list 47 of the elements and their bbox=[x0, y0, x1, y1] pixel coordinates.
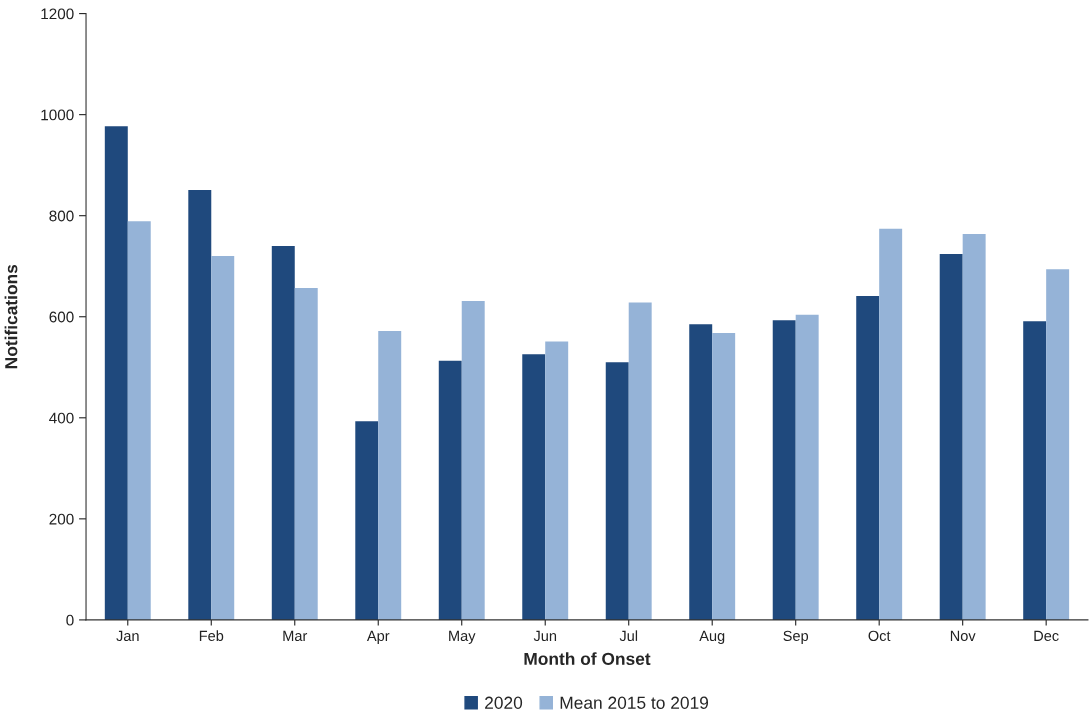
x-tick-label: Jun bbox=[533, 630, 557, 642]
legend-label: Mean 2015 to 2019 bbox=[560, 696, 709, 709]
bar bbox=[438, 360, 462, 620]
bar bbox=[271, 246, 295, 620]
x-tick-label: Jan bbox=[116, 630, 139, 642]
y-tick-label: 1000 bbox=[41, 109, 74, 121]
x-axis-title: Month of Onset bbox=[524, 652, 651, 665]
bar bbox=[879, 228, 903, 620]
bar bbox=[522, 354, 546, 620]
y-tick-label: 600 bbox=[49, 311, 74, 323]
bar bbox=[939, 254, 963, 620]
bar bbox=[211, 256, 235, 620]
bar bbox=[962, 233, 986, 620]
x-tick-label: Apr bbox=[366, 630, 390, 644]
x-tick-label: Dec bbox=[1034, 630, 1059, 642]
x-tick-label: Feb bbox=[199, 630, 224, 642]
bar bbox=[104, 126, 128, 620]
x-tick-label: Aug bbox=[699, 630, 725, 644]
y-axis-title: Notifications bbox=[4, 264, 18, 369]
y-tick-label: 200 bbox=[49, 513, 74, 525]
bar bbox=[545, 341, 569, 620]
x-tick-label: May bbox=[449, 630, 476, 644]
x-tick-label: Sep bbox=[783, 630, 809, 644]
bar bbox=[188, 189, 212, 620]
x-tick-label: Jul bbox=[619, 630, 638, 642]
bar bbox=[1046, 269, 1070, 620]
bar bbox=[294, 287, 318, 620]
bar bbox=[772, 320, 796, 620]
x-tick-label: Nov bbox=[950, 630, 976, 642]
bar bbox=[127, 221, 151, 620]
bar bbox=[795, 314, 819, 620]
bar bbox=[628, 302, 652, 620]
bar bbox=[1023, 321, 1047, 620]
bar bbox=[605, 362, 629, 620]
bar bbox=[355, 421, 379, 620]
y-tick-label: 0 bbox=[66, 614, 74, 626]
bar bbox=[712, 332, 736, 620]
y-tick-label: 800 bbox=[49, 210, 74, 222]
legend-label: 2020 bbox=[485, 696, 523, 709]
x-tick-label: Mar bbox=[283, 630, 308, 642]
x-tick-label: Oct bbox=[868, 630, 891, 642]
y-tick-label: 400 bbox=[49, 412, 74, 424]
bar bbox=[689, 324, 713, 620]
bar bbox=[856, 296, 880, 620]
bar bbox=[461, 301, 485, 620]
bar bbox=[378, 330, 402, 620]
y-tick-label: 1200 bbox=[41, 8, 74, 20]
